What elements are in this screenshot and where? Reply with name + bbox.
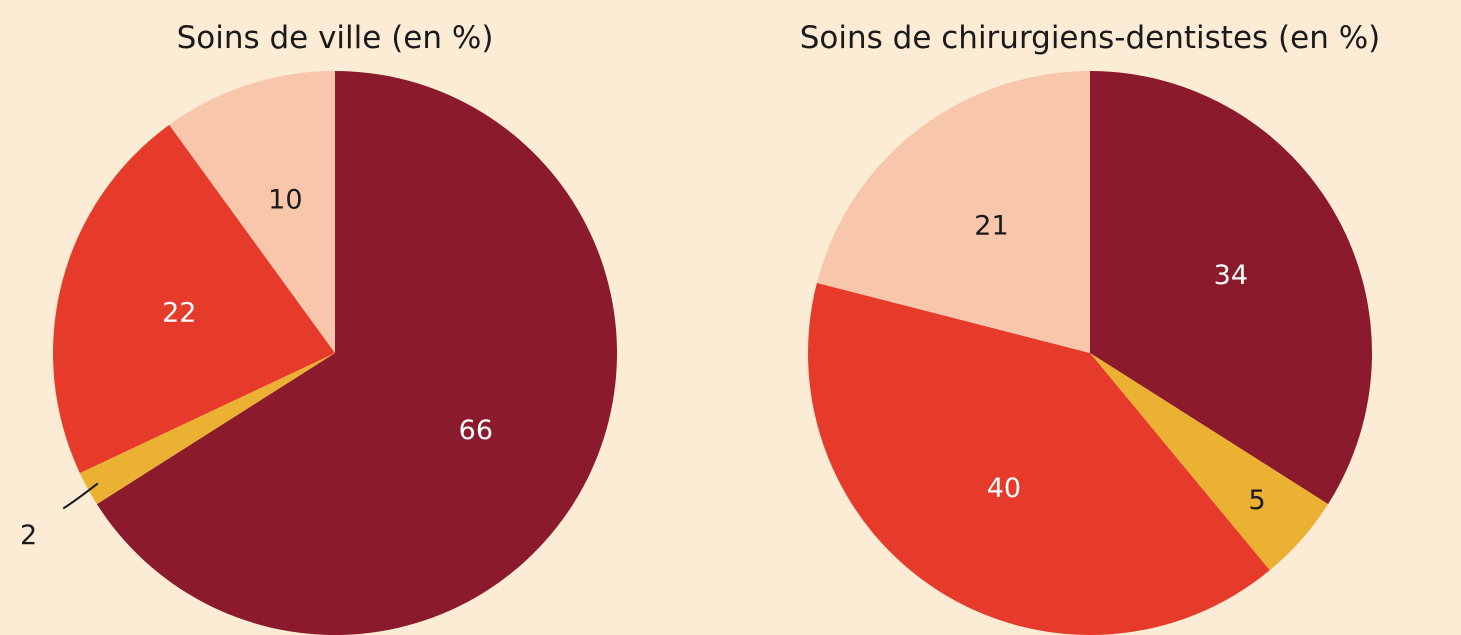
data-label: 66 <box>459 415 493 446</box>
data-label: 10 <box>268 185 302 216</box>
pie-slice <box>1090 71 1372 505</box>
pie-slice <box>169 71 335 353</box>
pie-slice <box>816 71 1090 353</box>
pie-slice <box>79 353 335 505</box>
leader-line <box>62 482 99 510</box>
chart-title: Soins de chirurgiens-dentistes (en %) <box>800 20 1381 56</box>
data-label: 22 <box>162 298 196 329</box>
data-label: 34 <box>1214 260 1248 291</box>
pie-slice <box>96 71 617 635</box>
pie-slice <box>1090 353 1329 571</box>
data-label: 5 <box>1249 485 1266 516</box>
data-label: 21 <box>974 210 1008 241</box>
data-label: 40 <box>987 473 1021 504</box>
pie-slice <box>52 124 335 474</box>
chart-title: Soins de ville (en %) <box>177 20 494 56</box>
data-label: 2 <box>20 520 37 551</box>
pie-slice <box>808 282 1270 635</box>
